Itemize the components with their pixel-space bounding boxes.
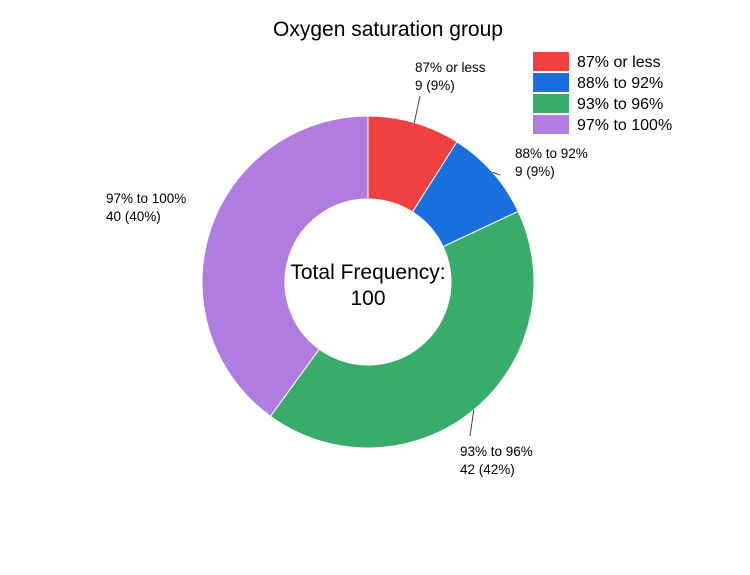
pie-slice-4 bbox=[201, 115, 369, 417]
data-label-1-line-2: 9 (9%) bbox=[415, 78, 455, 93]
leader-line-2 bbox=[492, 171, 501, 176]
data-label-2-line-2: 9 (9%) bbox=[515, 164, 555, 179]
legend-label-3: 93% to 96% bbox=[577, 96, 663, 113]
legend-swatch-1 bbox=[533, 52, 569, 71]
center-label-line-2: 100 bbox=[350, 287, 385, 310]
leader-line-1 bbox=[413, 95, 421, 123]
legend-label-2: 88% to 92% bbox=[577, 75, 663, 92]
chart-title: Oxygen saturation group bbox=[273, 18, 503, 41]
legend-swatch-2 bbox=[533, 73, 569, 92]
legend-label-1: 87% or less bbox=[577, 54, 661, 71]
legend: 87% or less 88% to 92% 93% to 96% 97% to 10… bbox=[533, 52, 672, 134]
leader-lines bbox=[413, 95, 501, 437]
legend-swatch-3 bbox=[533, 94, 569, 113]
data-label-3-line-2: 42 (42%) bbox=[460, 462, 515, 477]
pie-slice-3 bbox=[269, 210, 535, 449]
data-label-3-line-1: 93% to 96% bbox=[460, 444, 533, 459]
data-label-4-line-1: 97% to 100% bbox=[106, 191, 186, 206]
data-labels: 87% or less 9 (9%) 88% to 92% 9 (9%) 93% to … bbox=[106, 60, 588, 477]
data-label-1-line-1: 87% or less bbox=[415, 60, 486, 75]
legend-label-4: 97% to 100% bbox=[577, 117, 672, 134]
legend-swatch-4 bbox=[533, 115, 569, 134]
data-label-4-line-2: 40 (40%) bbox=[106, 209, 161, 224]
leader-line-3 bbox=[469, 409, 475, 437]
data-label-2-line-1: 88% to 92% bbox=[515, 146, 588, 161]
center-label-line-1: Total Frequency: bbox=[290, 261, 445, 284]
pie-slices bbox=[201, 115, 535, 449]
